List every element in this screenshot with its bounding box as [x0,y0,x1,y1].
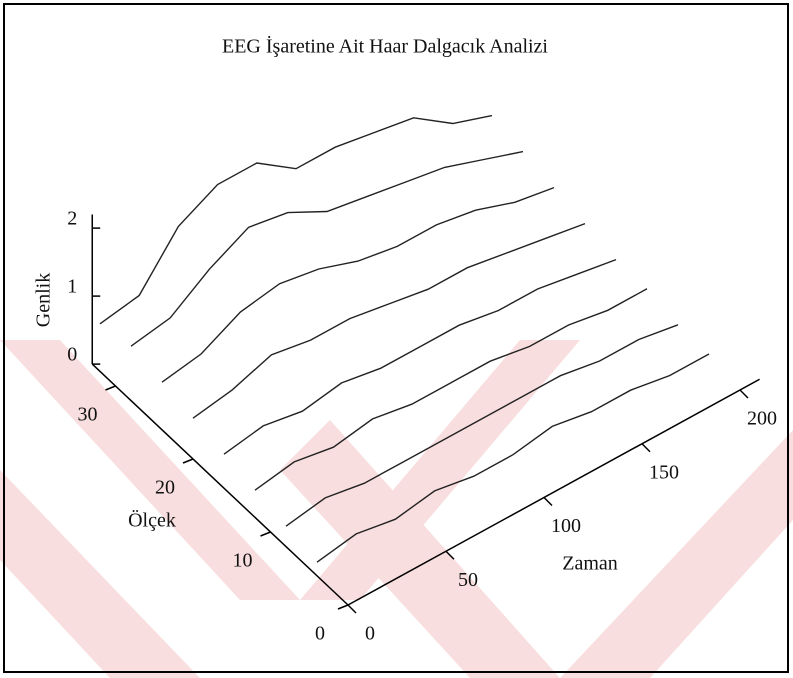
watermark-stripe [0,340,300,600]
y-tick [337,604,349,610]
surface-row [161,186,555,383]
x-tick [445,550,455,560]
z-tick-label: 0 [67,344,77,366]
y-axis [91,363,349,606]
surface-row [223,258,617,455]
frame [3,3,789,673]
surface-row [254,288,648,491]
y-tick [260,531,271,537]
z-tick-label: 1 [67,276,77,298]
x-tick-label: 100 [551,515,581,537]
y-tick-label: 20 [155,477,175,499]
y-tick-label: 30 [78,404,98,426]
surface-row [316,353,710,563]
watermark-stripe [0,470,200,678]
y-tick [182,458,194,464]
y-tick-label: 0 [315,623,325,645]
surface-row [192,222,586,419]
x-tick-label: 150 [649,461,679,483]
watermark [0,340,793,678]
z-axis-label: Genlik [33,273,55,327]
x-axis [347,378,760,606]
y-tick [105,385,116,391]
chart-title: EEG İşaretine Ait Haar Dalgacık Analizi [222,35,548,58]
x-tick [347,604,357,614]
watermark-stripe [280,420,560,678]
watermark-stripe [560,430,793,678]
x-tick-label: 0 [365,623,375,645]
y-tick-label: 10 [233,550,253,572]
x-tick [739,389,749,399]
x-axis-label: Zaman [562,553,618,575]
surface-row [285,324,679,527]
x-tick-label: 50 [458,569,478,591]
y-axis-label: Ölçek [128,509,176,532]
surface-row [130,150,524,347]
x-tick-label: 200 [747,408,777,430]
z-tick-label: 2 [67,208,77,230]
x-tick [543,496,553,507]
x-tick [641,443,651,453]
surface-row [99,114,493,325]
